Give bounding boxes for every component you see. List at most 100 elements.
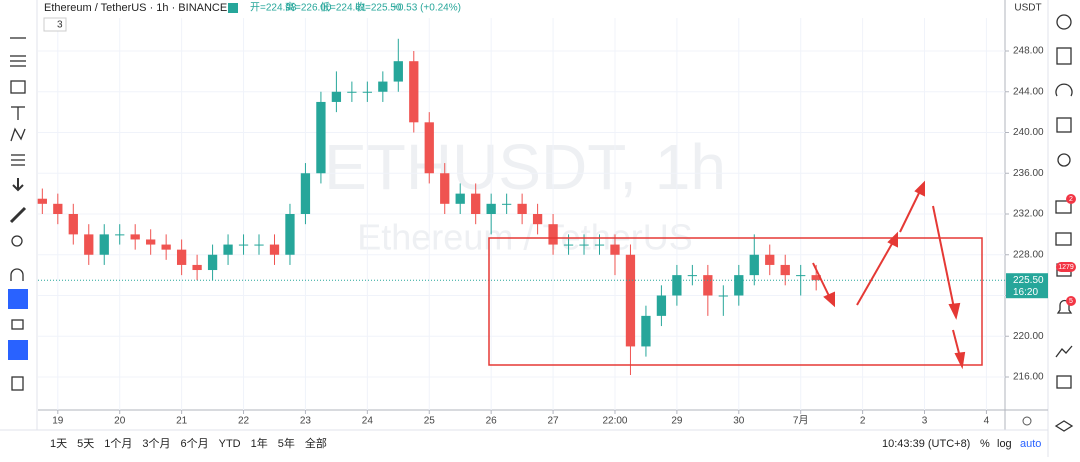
tool-delete[interactable] — [11, 376, 24, 391]
y-tick-label: 232.00 — [1013, 209, 1044, 220]
notification-badge: 5 — [1069, 298, 1073, 305]
stream-badge: 1279 — [1058, 264, 1074, 271]
tool-unlock[interactable] — [11, 319, 24, 330]
x-tick-label: 3 — [922, 416, 928, 427]
x-tick-label: 4 — [984, 416, 990, 427]
candle-body — [269, 244, 280, 255]
plot: 216.00220.00224.00228.00232.00236.00240.… — [37, 18, 1048, 427]
forecast-arrows — [812, 180, 966, 370]
chat-badge: 2 — [1069, 196, 1073, 203]
x-tick-label: 21 — [176, 416, 188, 427]
watermark: ETHUSDT, 1h — [324, 131, 726, 203]
candle-body — [548, 224, 558, 245]
candle-body — [331, 91, 342, 102]
candle-body — [207, 254, 218, 271]
tool-magnet[interactable] — [10, 268, 24, 281]
candle-body — [409, 61, 419, 123]
candle-body — [285, 214, 295, 255]
chat-icon[interactable] — [1055, 200, 1072, 214]
y-tick-label: 244.00 — [1013, 86, 1044, 97]
tool-zoom[interactable] — [11, 235, 23, 247]
candle-body — [641, 315, 651, 347]
y-tick-label: 248.00 — [1013, 46, 1044, 57]
auto-toggle[interactable]: auto — [1020, 438, 1041, 450]
range-buttons: 1天 5天 1个月 3个月 6个月 YTD 1年 5年 全部 — [50, 436, 327, 450]
chart-icon[interactable] — [1055, 345, 1073, 358]
notifications-icon[interactable] — [1056, 299, 1073, 314]
candle-body — [703, 275, 713, 296]
candle-body — [37, 198, 47, 204]
x-tick-label: 19 — [52, 416, 64, 427]
range-button[interactable]: 全部 — [305, 436, 327, 450]
range-button[interactable]: 5天 — [77, 438, 94, 450]
settings-icon[interactable] — [1022, 416, 1032, 426]
badge — [1066, 194, 1076, 204]
candle-body — [238, 244, 249, 246]
candle-body — [532, 214, 543, 225]
messages-icon[interactable] — [1055, 232, 1072, 246]
candle-body — [486, 203, 496, 214]
tool-text[interactable] — [11, 106, 25, 120]
tool-hide[interactable] — [8, 340, 28, 360]
tool-arrow[interactable] — [12, 178, 24, 192]
calendar-icon[interactable] — [1056, 117, 1072, 133]
low-value: 低=224.61 — [320, 1, 367, 14]
x-tick-label: 23 — [300, 416, 312, 427]
candle-body — [424, 122, 434, 174]
tool-lock-draw[interactable] — [8, 289, 28, 309]
countdown-label: 16:20 — [1013, 287, 1038, 298]
tool-shape[interactable] — [10, 80, 26, 94]
y-tick-label: 228.00 — [1013, 249, 1044, 260]
status-badge — [228, 3, 238, 13]
tool-pattern[interactable] — [10, 127, 26, 142]
candle-body — [656, 295, 667, 316]
candle-body — [765, 254, 775, 265]
range-button[interactable]: 1个月 — [104, 437, 132, 450]
range-button[interactable]: 1年 — [251, 436, 268, 450]
gauge-icon[interactable] — [1055, 83, 1073, 97]
range-button[interactable]: 5年 — [278, 436, 295, 450]
indicator-count: 3 — [57, 20, 63, 31]
symbol-title: Ethereum / TetherUS · 1h · BINANCE — [44, 2, 227, 14]
candle-body — [594, 244, 605, 246]
tool-forecast[interactable] — [11, 154, 25, 166]
range-button[interactable]: 6个月 — [181, 437, 209, 450]
candle-body — [393, 61, 403, 82]
hotlist-icon[interactable] — [1056, 375, 1072, 389]
candle-body — [53, 203, 63, 214]
candle-body — [672, 275, 682, 296]
candle-body — [471, 193, 481, 214]
range-button[interactable]: 3个月 — [142, 437, 170, 450]
x-tick-label: 20 — [114, 416, 126, 427]
y-tick-label: 220.00 — [1013, 331, 1044, 342]
x-tick-label: 29 — [671, 416, 683, 427]
percent-toggle[interactable]: % — [980, 438, 990, 450]
layers-icon[interactable] — [1054, 420, 1074, 432]
x-tick-label: 30 — [733, 416, 745, 427]
candle-body — [192, 264, 202, 271]
candle-body — [254, 244, 264, 246]
clock: 10:43:39 (UTC+8) — [882, 438, 970, 450]
candle-body — [440, 173, 450, 204]
x-tick-label: 25 — [424, 416, 436, 427]
tool-ruler[interactable] — [9, 206, 27, 224]
candle-body — [811, 275, 821, 281]
left-toolbar — [8, 37, 28, 391]
idea-icon[interactable] — [1057, 153, 1071, 167]
indicator-toggle[interactable] — [43, 17, 67, 32]
range-button[interactable]: 1天 — [50, 438, 67, 450]
tool-fib[interactable] — [10, 55, 26, 67]
right-sidebar — [1054, 14, 1074, 432]
x-tick-label: 7月 — [793, 415, 809, 427]
range-button[interactable]: YTD — [219, 438, 241, 450]
log-toggle[interactable]: log — [997, 438, 1012, 450]
candle-body — [455, 193, 465, 204]
x-tick-label: 2 — [860, 416, 866, 427]
currency-label: USDT — [1014, 3, 1041, 14]
candle-body — [780, 264, 790, 276]
candle-body — [99, 234, 109, 255]
watchlist-icon[interactable] — [1056, 47, 1072, 65]
alarm-icon[interactable] — [1056, 14, 1072, 30]
range-box — [488, 237, 983, 366]
